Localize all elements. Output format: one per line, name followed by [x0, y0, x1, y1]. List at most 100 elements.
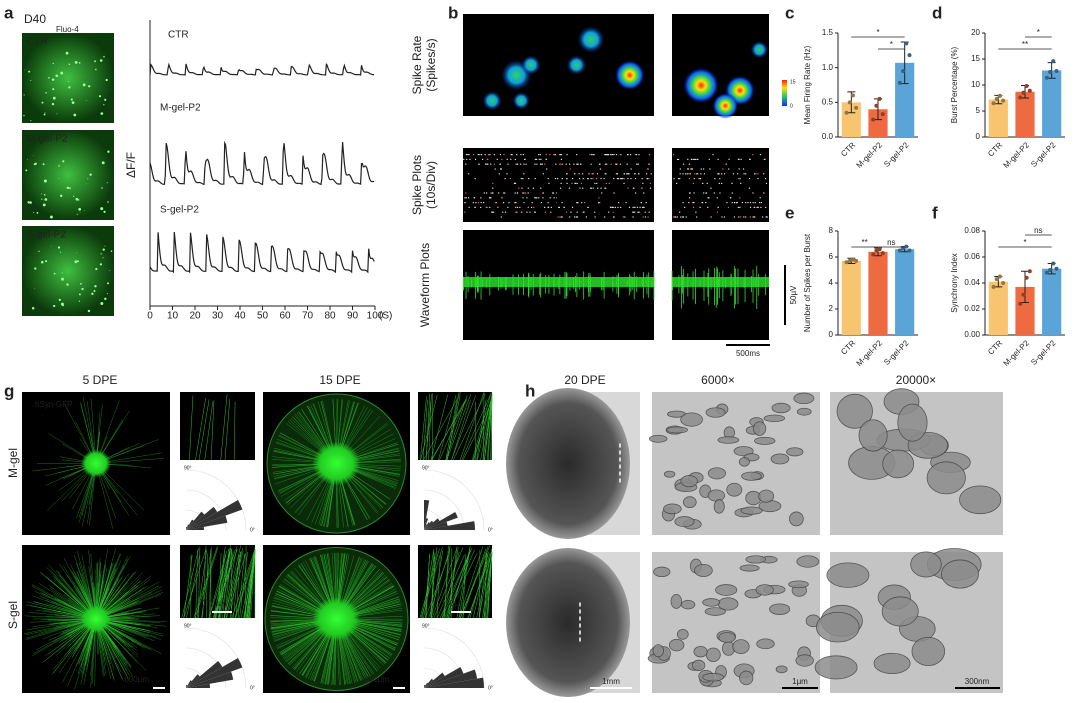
cell-dot — [68, 81, 70, 83]
spike-tick — [501, 158, 503, 160]
em-structure — [763, 414, 786, 422]
spike-tick — [540, 187, 542, 189]
panel-letter: c — [785, 3, 794, 22]
spike-tick — [754, 202, 756, 204]
spike-tick — [623, 182, 625, 184]
spike-tick — [650, 173, 652, 175]
cell-dot — [94, 285, 97, 288]
spike-tick — [640, 202, 643, 204]
column-label: 6000× — [701, 373, 735, 387]
fiber — [420, 396, 427, 461]
trace-label: CTR — [168, 30, 189, 41]
fiber — [204, 401, 214, 461]
cell-dot — [61, 272, 63, 274]
fiber — [467, 551, 493, 619]
cell-dot — [100, 112, 104, 115]
em-structure — [668, 638, 685, 652]
column-label: 15 DPE — [319, 373, 360, 387]
fiber — [198, 399, 210, 461]
colorbar-min: 0 — [790, 103, 793, 109]
cell-dot — [102, 257, 104, 259]
spike-tick — [542, 173, 545, 175]
y-tick-label: 8 — [829, 226, 834, 235]
fiber — [208, 551, 231, 619]
spike-tick — [719, 178, 721, 180]
data-point — [871, 252, 876, 257]
polar-wedge — [186, 671, 234, 688]
x-unit: (S) — [379, 311, 392, 322]
spike-tick — [630, 168, 632, 170]
spike-tick — [642, 182, 644, 184]
spike-tick — [721, 216, 723, 218]
spike-tick — [534, 178, 536, 180]
em-structure — [713, 499, 725, 514]
fiber — [193, 546, 218, 619]
spike-tick — [622, 216, 624, 218]
y-tick-label: 0.0 — [822, 132, 834, 141]
cell-dot — [103, 104, 105, 106]
em-structure — [769, 603, 791, 615]
fiber — [441, 549, 472, 619]
y-tick-label: 1.0 — [822, 63, 834, 72]
spike-tick — [514, 202, 516, 204]
spike-tick — [560, 158, 563, 160]
spike-tick — [489, 154, 491, 156]
spike-tick — [634, 206, 636, 208]
spike-tick — [565, 211, 568, 213]
spike-tick — [682, 202, 684, 204]
spike-tick — [677, 158, 680, 160]
data-point — [907, 53, 912, 58]
em-structure — [771, 402, 791, 414]
trace-label: S-gel-P2 — [160, 205, 199, 216]
spike-tick — [532, 187, 535, 189]
spike-tick — [765, 182, 768, 184]
spike-tick — [533, 206, 535, 208]
spike-tick — [632, 206, 634, 208]
x-tick-label: M-gel-P2 — [1002, 338, 1032, 368]
spike-tick — [477, 202, 480, 204]
spike-tick — [690, 158, 693, 160]
em-structure — [796, 555, 820, 568]
spike-tick — [740, 158, 742, 160]
spike-tick — [684, 206, 686, 208]
cell-dot — [34, 267, 37, 270]
data-point — [997, 274, 1002, 279]
row-label: (10s/Div) — [424, 161, 438, 209]
data-point — [1024, 275, 1029, 280]
spike-tick — [634, 178, 637, 180]
fiber — [189, 395, 194, 461]
spike-tick — [556, 192, 558, 194]
spike-tick — [566, 154, 568, 156]
spike-tick — [559, 154, 562, 156]
spike-tick — [524, 158, 526, 160]
spike-tick — [578, 178, 581, 180]
cell-dot — [71, 101, 75, 104]
spike-tick — [501, 197, 503, 199]
spike-tick — [766, 216, 768, 218]
spike-tick — [590, 163, 592, 165]
spike-tick — [609, 206, 612, 208]
x-tick-label: CTR — [986, 338, 1004, 356]
fiber — [419, 548, 440, 619]
spike-tick — [672, 216, 675, 218]
spike-tick — [590, 187, 592, 189]
cell-dot — [56, 113, 58, 115]
spike-tick — [753, 216, 755, 218]
spike-tick — [545, 158, 547, 160]
data-point — [991, 284, 996, 289]
spike-tick — [492, 182, 494, 184]
spike-tick — [638, 211, 640, 213]
spike-tick — [697, 173, 699, 175]
waveform-band — [672, 277, 769, 287]
spike-tick — [717, 206, 719, 208]
spike-tick — [597, 187, 599, 189]
y-tick-label: 1.5 — [822, 28, 834, 37]
spike-tick — [552, 192, 554, 194]
spike-tick — [485, 192, 488, 194]
cell-dot — [78, 61, 81, 64]
spike-tick — [707, 206, 709, 208]
spike-tick — [576, 154, 578, 156]
data-point — [1054, 68, 1059, 73]
cell-dot — [26, 158, 28, 160]
cell-dot — [99, 263, 103, 266]
